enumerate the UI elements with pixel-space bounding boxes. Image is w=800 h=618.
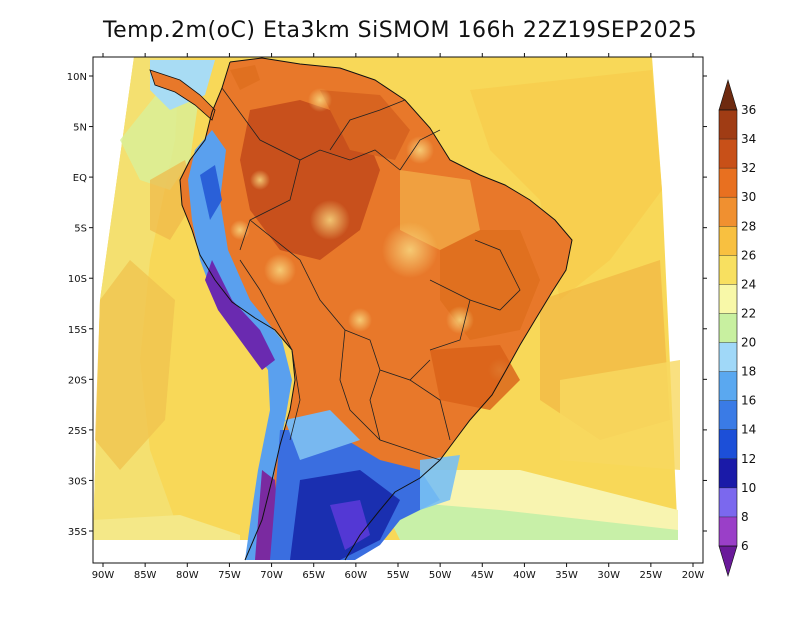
colorbar-label: 18 bbox=[741, 365, 756, 379]
andes-cold bbox=[188, 130, 292, 560]
colorbar-label: 34 bbox=[741, 132, 756, 146]
colorbar-segment bbox=[719, 226, 737, 256]
lon-label: 65W bbox=[302, 570, 325, 581]
colorbar-segment bbox=[719, 458, 737, 488]
colorbar-label: 30 bbox=[741, 190, 756, 204]
lat-label: 15S bbox=[68, 325, 87, 336]
lat-label: 5N bbox=[73, 123, 87, 134]
colorbar-segment bbox=[719, 110, 737, 140]
colorbar-label: 36 bbox=[741, 103, 756, 117]
colorbar-label: 16 bbox=[741, 394, 756, 408]
colorbar-label: 10 bbox=[741, 481, 756, 495]
lon-label: 75W bbox=[218, 570, 241, 581]
lat-label: 5S bbox=[74, 224, 87, 235]
lat-label: 20S bbox=[68, 375, 87, 386]
colorbar-segment bbox=[719, 168, 737, 198]
lat-label: EQ bbox=[73, 173, 87, 184]
country-borders bbox=[221, 87, 521, 461]
colorbar-label: 32 bbox=[741, 161, 756, 175]
axis-ticks: 90W 85W 80W 75W 70W 65W 60W 55W 50W 45W 40W 35W 30W 2… bbox=[67, 53, 707, 581]
lon-label: 90W bbox=[92, 570, 115, 581]
colorbar-label: 24 bbox=[741, 277, 756, 291]
colorbar-top-arrow bbox=[718, 78, 738, 111]
lon-label: 50W bbox=[429, 570, 452, 581]
colorbar-segment bbox=[719, 197, 737, 227]
colorbar-segment bbox=[719, 516, 737, 546]
lat-label: 30S bbox=[68, 476, 87, 487]
lon-label: 40W bbox=[513, 570, 536, 581]
lon-label: 30W bbox=[597, 570, 620, 581]
colorbar-segment bbox=[719, 400, 737, 430]
colorbar-segment bbox=[719, 313, 737, 343]
map-title: Temp.2m(oC) Eta3km SiSMOM 166h 22Z19SEP2… bbox=[102, 18, 698, 43]
hot-spots bbox=[230, 88, 512, 382]
colorbar-label: 8 bbox=[741, 510, 749, 524]
lat-label: 25S bbox=[68, 426, 87, 437]
colorbar-label: 28 bbox=[741, 219, 756, 233]
lon-label: 55W bbox=[387, 570, 410, 581]
lat-label: 10S bbox=[68, 274, 87, 285]
colorbar-label: 26 bbox=[741, 248, 756, 262]
lon-label: 60W bbox=[345, 570, 368, 581]
lon-label: 25W bbox=[640, 570, 663, 581]
map-field bbox=[93, 57, 703, 563]
coastline bbox=[179, 57, 573, 561]
lon-label: 70W bbox=[260, 570, 283, 581]
colorbar-bottom-arrow bbox=[718, 545, 738, 578]
lat-label: 10N bbox=[67, 72, 87, 83]
lon-label: 45W bbox=[471, 570, 494, 581]
colorbar-segment bbox=[719, 284, 737, 314]
colorbar-segment bbox=[719, 429, 737, 459]
colorbar-label: 6 bbox=[741, 539, 749, 553]
colorbar-segment bbox=[719, 371, 737, 401]
colorbar: 6 8 10 12 14 16 18 20 22 24 26 28 30 32 34 36 bbox=[718, 78, 756, 578]
colorbar-label: 12 bbox=[741, 452, 756, 466]
colorbar-label: 20 bbox=[741, 336, 756, 350]
colorbar-label: 22 bbox=[741, 306, 756, 320]
colorbar-segment bbox=[719, 342, 737, 372]
colorbar-segment bbox=[719, 255, 737, 285]
lon-label: 35W bbox=[555, 570, 578, 581]
colorbar-segment bbox=[719, 139, 737, 169]
lon-label: 85W bbox=[134, 570, 157, 581]
lon-label: 80W bbox=[176, 570, 199, 581]
lon-label: 20W bbox=[682, 570, 705, 581]
colorbar-label: 14 bbox=[741, 423, 756, 437]
colorbar-segment bbox=[719, 487, 737, 517]
lat-label: 35S bbox=[68, 527, 87, 538]
